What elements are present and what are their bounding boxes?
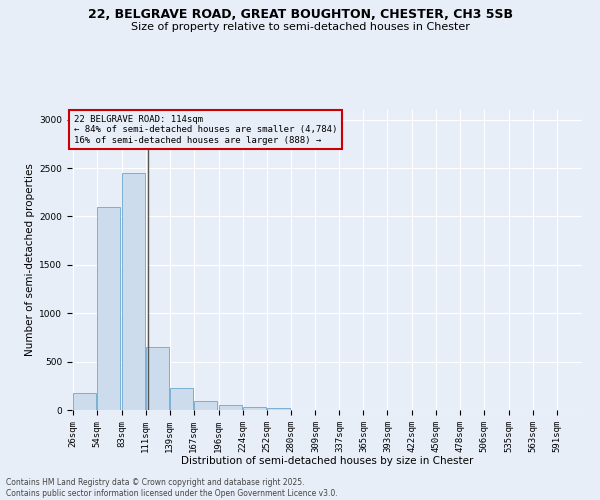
Text: Contains HM Land Registry data © Crown copyright and database right 2025.
Contai: Contains HM Land Registry data © Crown c… [6,478,338,498]
Bar [266,408,290,410]
Bar [218,405,242,410]
Bar [97,207,121,410]
Bar [194,402,217,410]
Bar [122,173,145,410]
X-axis label: Distribution of semi-detached houses by size in Chester: Distribution of semi-detached houses by … [181,456,473,466]
Bar [242,407,266,410]
Y-axis label: Number of semi-detached properties: Number of semi-detached properties [25,164,35,356]
Text: Size of property relative to semi-detached houses in Chester: Size of property relative to semi-detach… [131,22,469,32]
Bar [170,388,193,410]
Text: 22 BELGRAVE ROAD: 114sqm
← 84% of semi-detached houses are smaller (4,784)
16% o: 22 BELGRAVE ROAD: 114sqm ← 84% of semi-d… [74,115,337,144]
Bar [73,393,97,410]
Text: 22, BELGRAVE ROAD, GREAT BOUGHTON, CHESTER, CH3 5SB: 22, BELGRAVE ROAD, GREAT BOUGHTON, CHEST… [88,8,512,20]
Bar [146,347,169,410]
